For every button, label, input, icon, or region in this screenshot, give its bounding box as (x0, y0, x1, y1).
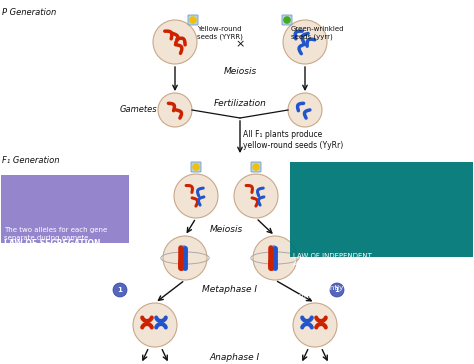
Ellipse shape (288, 93, 322, 127)
Ellipse shape (133, 303, 177, 347)
Text: 1: 1 (118, 287, 122, 293)
Text: LAW OF INDEPENDENT
ASSORTMENT Alleles of genes
on nonhomologous
chromosomes asso: LAW OF INDEPENDENT ASSORTMENT Alleles of… (293, 253, 398, 299)
Text: P Generation: P Generation (2, 8, 56, 17)
Circle shape (189, 16, 197, 24)
Ellipse shape (253, 236, 297, 280)
Text: LAW OF SEGREGATION: LAW OF SEGREGATION (4, 239, 100, 248)
Ellipse shape (153, 20, 197, 64)
Text: Green-wrinkled
seeds (yyrr): Green-wrinkled seeds (yyrr) (291, 26, 345, 40)
FancyBboxPatch shape (251, 162, 261, 172)
Ellipse shape (174, 174, 218, 218)
Text: Meiosis: Meiosis (210, 226, 243, 234)
Circle shape (252, 163, 260, 171)
FancyBboxPatch shape (290, 162, 473, 257)
Ellipse shape (283, 20, 327, 64)
Circle shape (330, 283, 344, 297)
Text: All F₁ plants produce
yellow-round seeds (YyRr): All F₁ plants produce yellow-round seeds… (243, 130, 343, 150)
FancyBboxPatch shape (282, 15, 292, 25)
Text: Yellow-round
seeds (YYRR): Yellow-round seeds (YYRR) (197, 26, 243, 40)
Text: ×: × (235, 39, 245, 49)
Text: 1: 1 (335, 287, 339, 293)
FancyBboxPatch shape (188, 15, 198, 25)
Circle shape (113, 283, 127, 297)
Text: Anaphase I: Anaphase I (210, 352, 260, 361)
Ellipse shape (234, 174, 278, 218)
Ellipse shape (158, 93, 192, 127)
FancyBboxPatch shape (1, 175, 129, 243)
Text: Fertilization: Fertilization (214, 99, 266, 108)
Ellipse shape (293, 303, 337, 347)
Ellipse shape (163, 236, 207, 280)
Circle shape (283, 16, 291, 24)
Text: F₁ Generation: F₁ Generation (2, 156, 60, 165)
Circle shape (192, 163, 200, 171)
Text: The two alleles for each gene
separate during gamete
formation.: The two alleles for each gene separate d… (4, 227, 107, 249)
Text: Gametes: Gametes (120, 106, 158, 115)
Text: Metaphase I: Metaphase I (202, 285, 257, 293)
Text: Meiosis: Meiosis (223, 67, 256, 76)
FancyBboxPatch shape (191, 162, 201, 172)
